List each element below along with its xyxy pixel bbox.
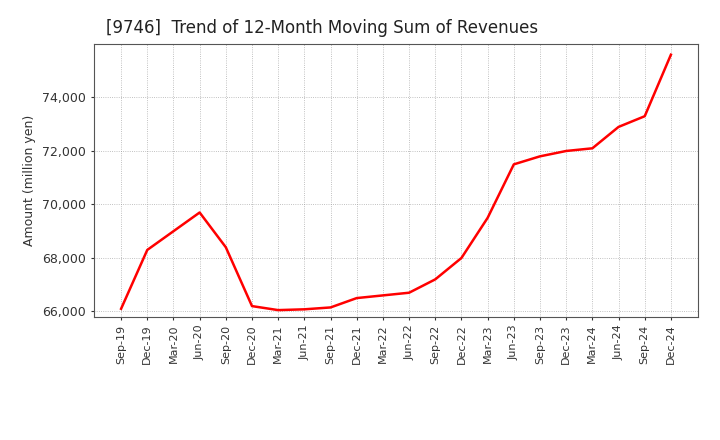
Y-axis label: Amount (million yen): Amount (million yen) bbox=[24, 115, 37, 246]
Text: [9746]  Trend of 12-Month Moving Sum of Revenues: [9746] Trend of 12-Month Moving Sum of R… bbox=[106, 19, 538, 37]
